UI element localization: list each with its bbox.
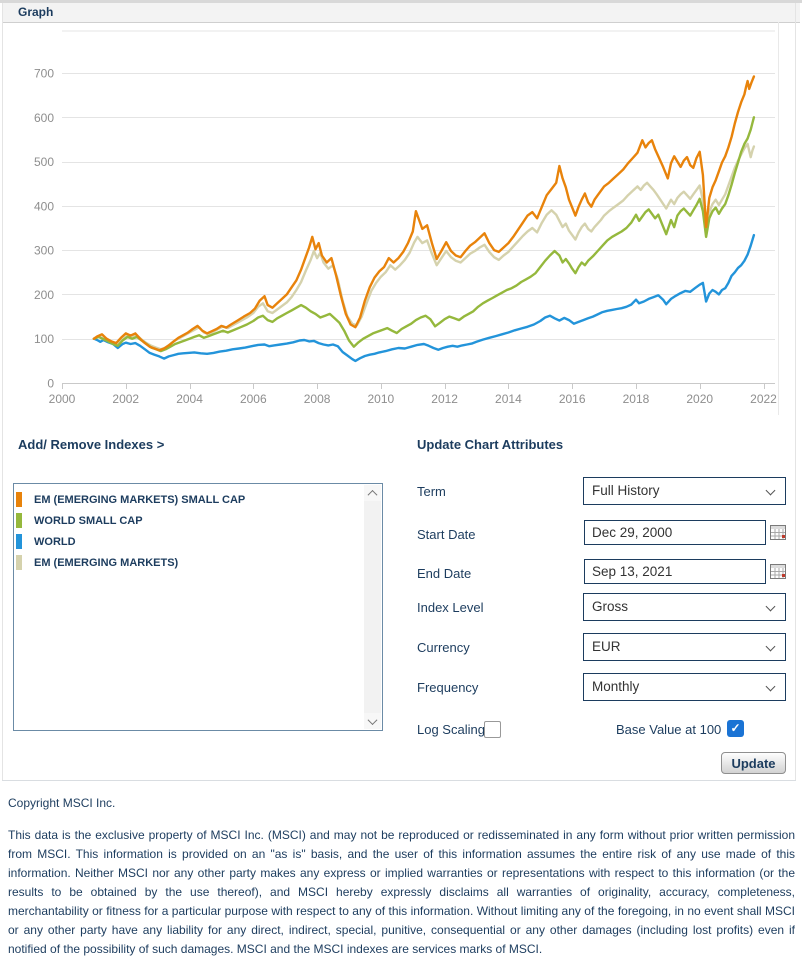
frequency-label: Frequency: [417, 680, 479, 695]
y-axis-tick-label: 700: [34, 67, 54, 81]
list-item-label: EM (EMERGING MARKETS): [34, 556, 179, 569]
start-date-label: Start Date: [417, 527, 476, 542]
scroll-up-button[interactable]: [364, 485, 381, 501]
x-axis-tick-label: 2010: [368, 392, 395, 406]
series-color-swatch: [16, 555, 22, 570]
panel-right-border: [795, 3, 796, 781]
currency-select[interactable]: EUR: [583, 633, 786, 661]
chart-canvas: 0 100 200 300 400 500 600 700 2000 2002 2004 2006 20…: [34, 30, 777, 406]
list-item-label: WORLD: [34, 535, 76, 548]
frequency-selected-value: Monthly: [592, 679, 640, 694]
section-divider: [2, 780, 796, 781]
list-item[interactable]: EM (EMERGING MARKETS): [14, 553, 382, 572]
base-value-label: Base Value at 100: [616, 722, 722, 737]
list-item[interactable]: EM (EMERGING MARKETS) SMALL CAP: [14, 490, 382, 509]
x-axis-tick-label: 2002: [112, 392, 139, 406]
series-line-2: [92, 233, 756, 363]
chevron-down-icon: [367, 714, 378, 725]
chevron-up-icon: [367, 489, 378, 500]
performance-chart: 0 100 200 300 400 500 600 700 2000 2002 2004 2006 20…: [0, 0, 802, 423]
y-axis-tick-label: 500: [34, 155, 54, 169]
index-listbox[interactable]: EM (EMERGING MARKETS) SMALL CAP WORLD SM…: [13, 483, 383, 731]
page-title: Graph: [18, 5, 54, 19]
x-axis-tick-label: 2020: [686, 392, 713, 406]
log-scaling-checkbox[interactable]: [484, 721, 501, 738]
series-color-swatch: [16, 534, 22, 549]
end-date-input[interactable]: [584, 559, 766, 584]
start-date-input[interactable]: [584, 520, 766, 545]
scroll-down-button[interactable]: [364, 713, 381, 729]
attributes-section-title: Update Chart Attributes: [417, 437, 564, 452]
top-strip: [0, 0, 802, 3]
series-color-swatch: [16, 492, 22, 507]
x-axis-tick-label: 2004: [176, 392, 203, 406]
end-date-label: End Date: [417, 566, 472, 581]
series-color-swatch: [16, 513, 22, 528]
term-select[interactable]: Full History: [583, 477, 786, 505]
index-level-label: Index Level: [417, 600, 484, 615]
y-axis-tick-label: 200: [34, 288, 54, 302]
list-item[interactable]: WORLD: [14, 532, 382, 551]
chart-right-border: [778, 22, 779, 415]
y-axis-tick-label: 600: [34, 111, 54, 125]
disclaimer-text: This data is the exclusive property of M…: [8, 828, 795, 956]
currency-selected-value: EUR: [592, 639, 621, 654]
index-level-select[interactable]: Gross: [583, 593, 786, 621]
series-line-0: [92, 75, 756, 352]
x-axis-tick-label: 2012: [431, 392, 458, 406]
list-item[interactable]: WORLD SMALL CAP: [14, 511, 382, 530]
graph-header-bar: Graph: [2, 3, 800, 23]
index-level-selected-value: Gross: [592, 599, 629, 614]
x-axis-tick-label: 2018: [623, 392, 650, 406]
x-axis-tick-label: 2006: [240, 392, 267, 406]
x-axis-tick-label: 2014: [495, 392, 522, 406]
log-scaling-label: Log Scaling: [417, 722, 485, 737]
y-axis-tick-label: 100: [34, 332, 54, 346]
y-axis-tick-label: 400: [34, 199, 54, 213]
x-axis-tick-label: 2022: [750, 392, 777, 406]
frequency-select[interactable]: Monthly: [583, 673, 786, 701]
y-axis-tick-label: 300: [34, 244, 54, 258]
x-axis-tick-label: 2016: [559, 392, 586, 406]
calendar-icon[interactable]: [770, 525, 786, 540]
calendar-icon[interactable]: [770, 564, 786, 579]
term-label: Term: [417, 484, 446, 499]
update-button[interactable]: Update: [721, 752, 786, 774]
series-line-3: [92, 142, 756, 351]
series-line-1: [92, 116, 756, 353]
currency-label: Currency: [417, 640, 470, 655]
term-selected-value: Full History: [592, 483, 660, 498]
copyright-text: Copyright MSCI Inc.: [8, 796, 116, 810]
listbox-scrollbar[interactable]: [364, 485, 381, 729]
base-value-checkbox[interactable]: ✓: [727, 720, 744, 737]
x-axis-tick-label: 2000: [49, 392, 76, 406]
panel-left-border: [2, 3, 3, 781]
list-item-label: WORLD SMALL CAP: [34, 514, 143, 527]
y-axis-tick-label: 0: [47, 377, 54, 391]
x-axis-tick-label: 2008: [304, 392, 331, 406]
list-item-label: EM (EMERGING MARKETS) SMALL CAP: [34, 493, 246, 506]
add-remove-indexes-link[interactable]: Add/ Remove Indexes >: [18, 437, 165, 452]
